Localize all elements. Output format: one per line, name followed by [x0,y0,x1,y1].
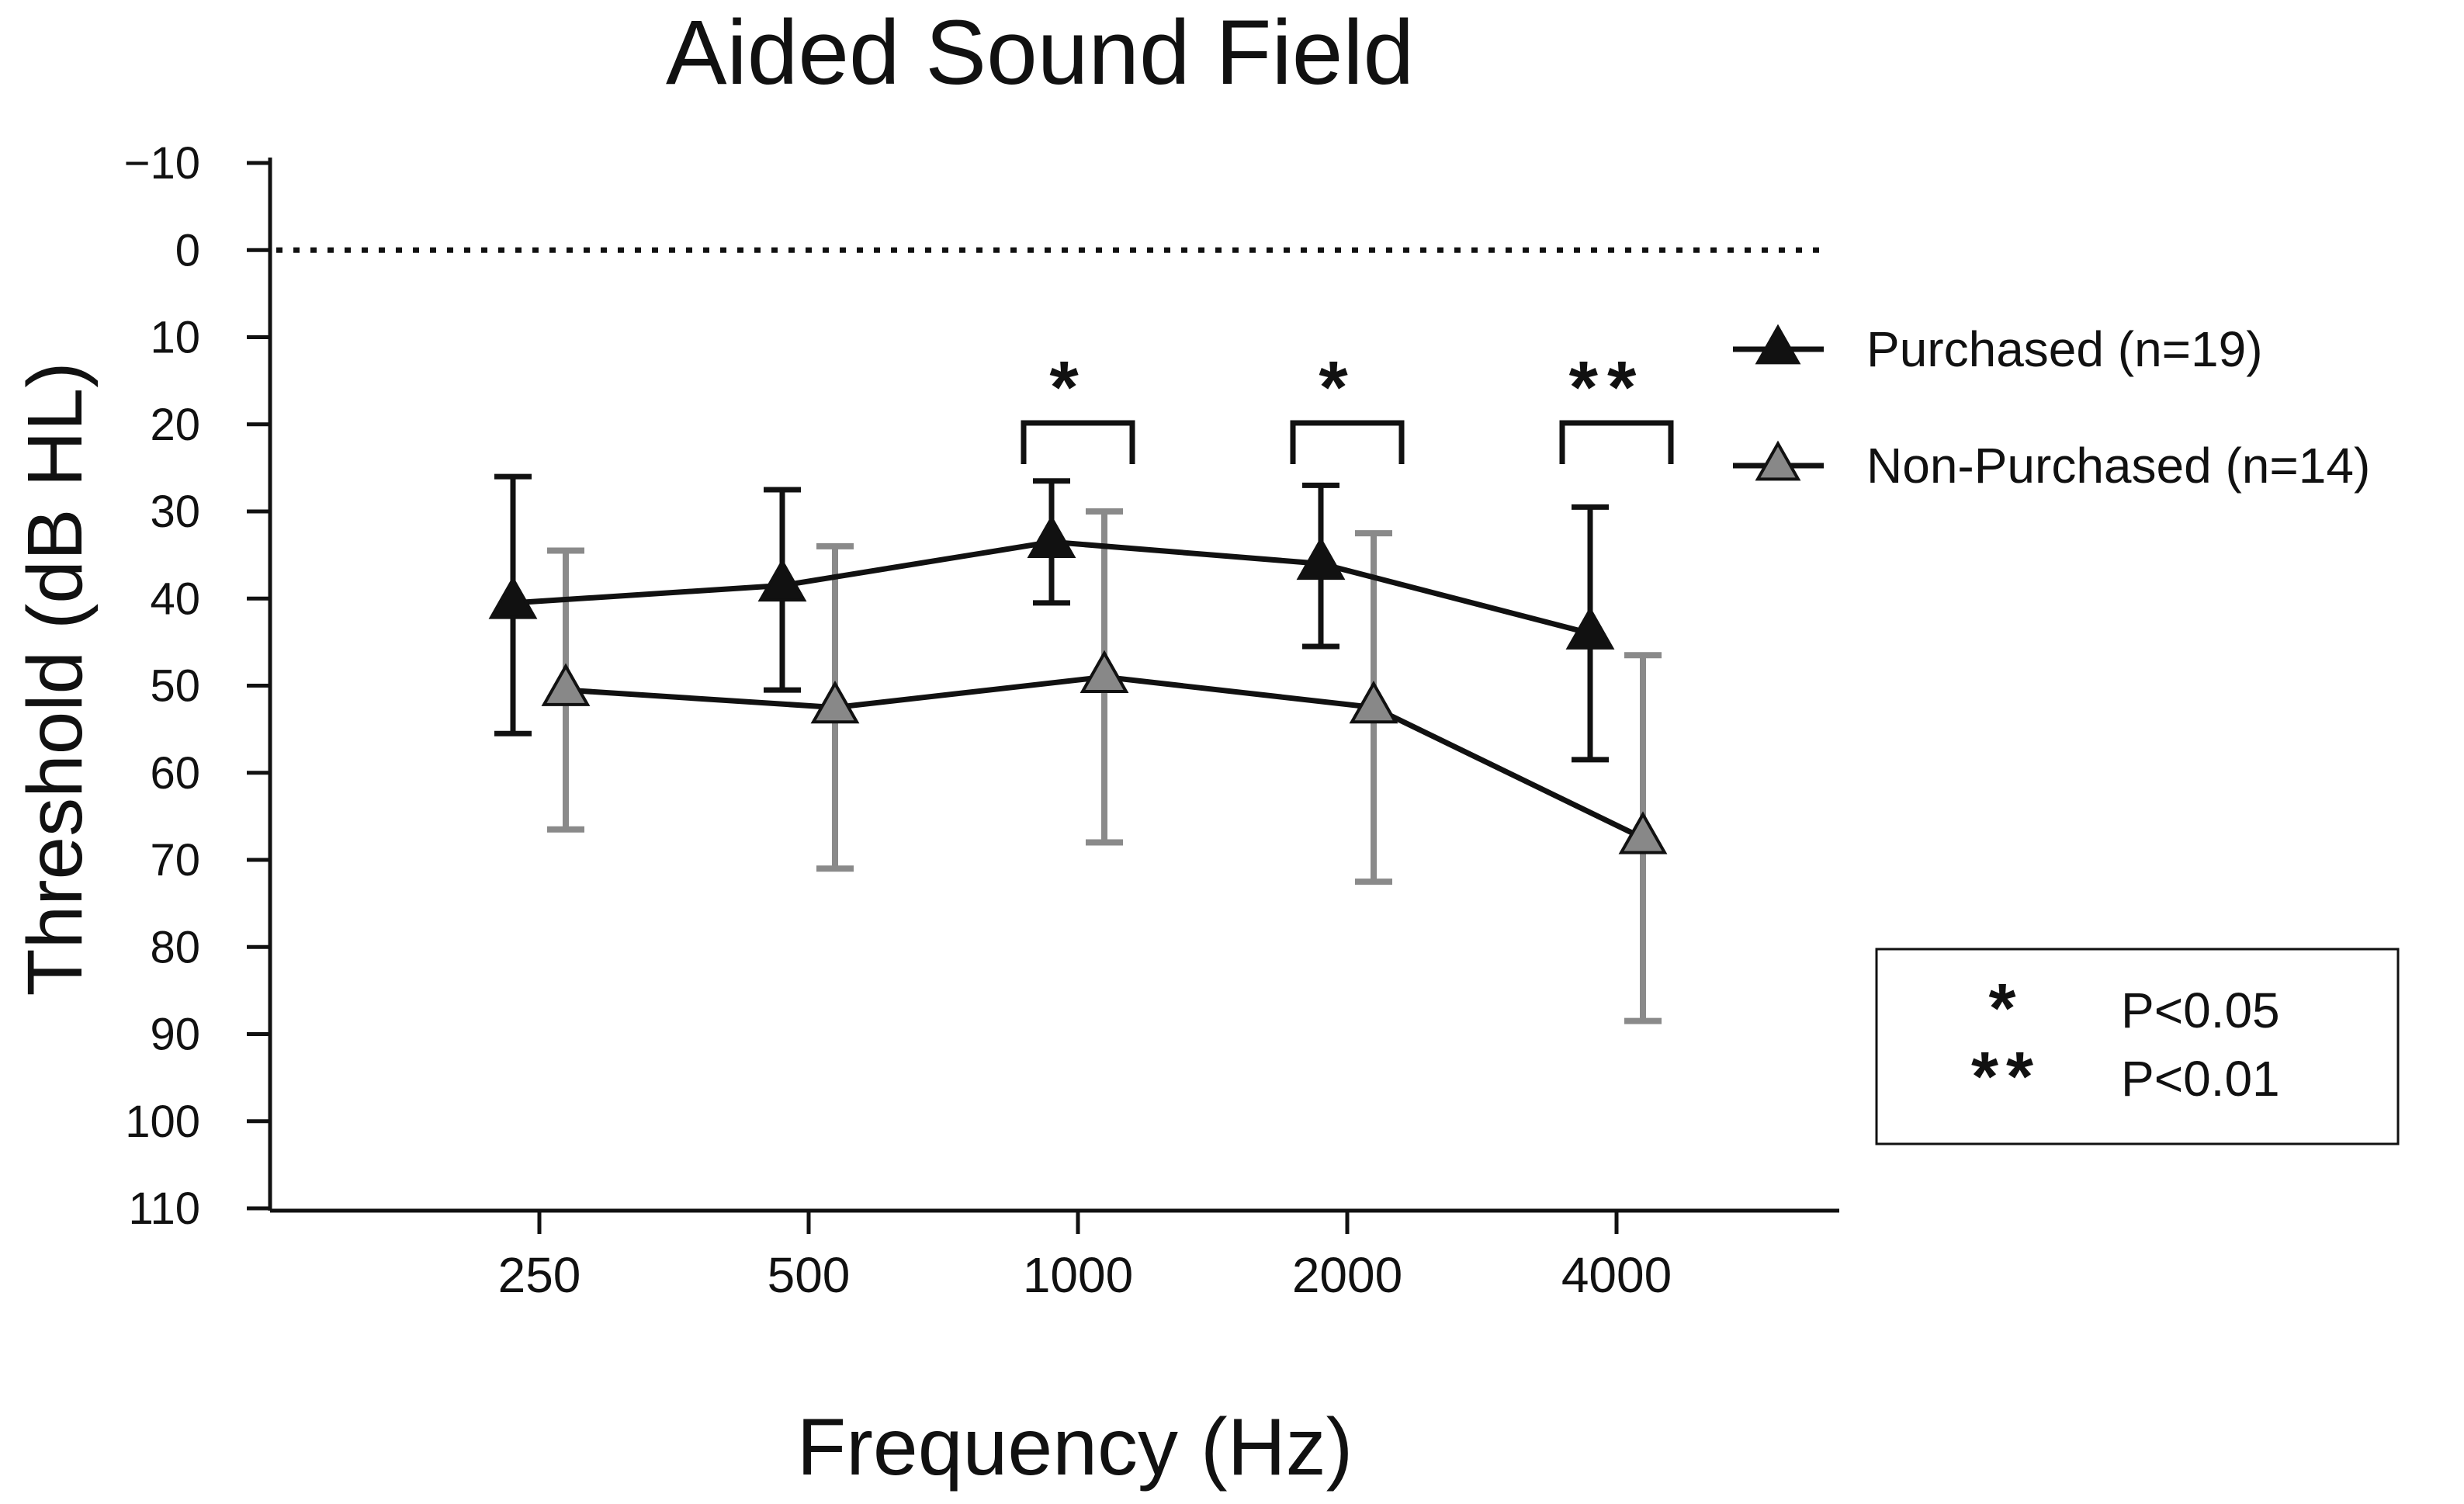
y-tick-label: −10 [124,138,200,189]
legend-marker [1755,440,1801,481]
significance-bracket [1021,420,1135,464]
significance-key-symbol: * [1988,970,2023,1048]
x-axis-label: Frequency (Hz) [797,1402,1353,1492]
significance-annotations: * * ** [1021,346,1674,464]
significance-label: * [1049,346,1087,429]
significance-key-label: P<0.01 [2121,1051,2280,1107]
data-point-marker [757,558,807,602]
series-markers [488,515,1668,854]
y-tick-label: 60 [150,748,200,799]
significance-label: ** [1569,346,1646,429]
data-point-marker [1080,650,1129,694]
data-point-marker [1618,811,1668,854]
y-axis-label: Threshold (dB HL) [12,362,99,996]
data-point-marker [541,663,591,706]
legend-label: Purchased (n=19) [1866,321,2263,377]
x-axis-ticks: 250 500 1000 2000 4000 [498,1211,1672,1303]
significance-bracket [1559,420,1674,464]
x-tick-label: 2000 [1292,1247,1402,1303]
data-point-marker [1565,606,1615,650]
significance-bracket [1290,420,1405,464]
significance-key: * P<0.05 ** P<0.01 [1875,948,2400,1145]
y-tick-label: 110 [129,1183,200,1234]
y-tick-label: 50 [150,661,200,712]
y-tick-label: 80 [150,922,200,972]
series-lines [512,539,1644,841]
significance-key-symbol: ** [1971,1038,2041,1116]
significance-key-label: P<0.05 [2121,982,2280,1038]
significance-key-box [1875,948,2400,1145]
data-point-marker [1296,536,1346,580]
chart-title: Aided Sound Field [666,2,1414,104]
x-tick-label: 250 [498,1247,581,1303]
y-axis-ticks: −10 0 10 20 30 40 50 60 70 80 90 100 110 [124,138,270,1234]
y-tick-label: 20 [150,400,200,450]
legend: Purchased (n=19) Non-Purchased (n=14) [1733,321,2370,494]
significance-label: * [1319,346,1357,429]
data-point-marker [810,680,860,724]
legend-marker [1755,324,1801,365]
legend-label: Non-Purchased (n=14) [1866,438,2370,494]
x-tick-label: 500 [768,1247,851,1303]
y-tick-label: 100 [125,1097,200,1147]
data-point-marker [1349,680,1398,724]
y-tick-label: 40 [150,574,200,624]
y-tick-label: 0 [175,225,200,276]
y-tick-label: 90 [150,1010,200,1060]
data-point-marker [488,576,538,619]
x-tick-label: 4000 [1561,1247,1672,1303]
x-tick-label: 1000 [1023,1247,1133,1303]
y-tick-label: 30 [150,487,200,537]
data-point-marker [1027,515,1076,559]
error-bars [494,473,1662,1024]
y-tick-label: 70 [150,835,200,885]
y-tick-label: 10 [150,313,200,363]
